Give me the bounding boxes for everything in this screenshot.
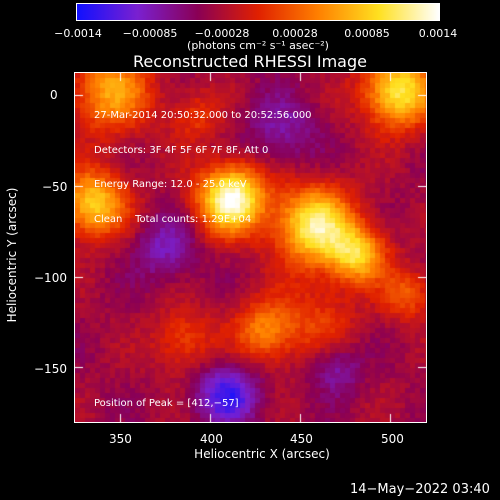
x-tick-label: 450 [290, 432, 313, 446]
chart-title: Reconstructed RHESSI Image [133, 52, 367, 71]
colorbar-tick: 0.0014 [418, 27, 458, 40]
y-tick-label: −100 [34, 271, 67, 285]
peak-position-label: Position of Peak = [412,−57] [94, 398, 239, 409]
annotation-counts: Clean Total counts: 1.29E+04 [94, 213, 252, 225]
colorbar [76, 3, 440, 21]
y-tick-label: 0 [50, 88, 58, 102]
colorbar-tick: −0.0014 [54, 27, 102, 40]
annotation-block: 27-Mar-2014 20:50:32.000 to 20:52:56.000… [94, 87, 312, 237]
timestamp-footer: 14−May−2022 03:40 [350, 482, 490, 497]
annotation-detectors: Detectors: 3F 4F 5F 6F 7F 8F, Att 0 [94, 144, 269, 156]
plot-area [74, 72, 427, 423]
colorbar-tick: 0.00085 [344, 27, 390, 40]
x-tick-label: 500 [381, 432, 404, 446]
annotation-time: 27-Mar-2014 20:50:32.000 to 20:52:56.000 [94, 110, 312, 121]
colorbar-tick: −0.00028 [194, 27, 250, 40]
x-tick-label: 350 [109, 432, 132, 446]
y-tick-label: −50 [42, 180, 68, 194]
y-tick-label: −150 [34, 362, 67, 376]
y-axis-label: Heliocentric Y (arcsec) [5, 187, 19, 323]
x-axis-label: Heliocentric X (arcsec) [194, 447, 330, 461]
annotation-energy: Energy Range: 12.0 - 25.0 keV [94, 179, 247, 190]
colorbar-units: (photons cm⁻² s⁻¹ asec⁻²) [187, 39, 329, 52]
x-tick-label: 400 [200, 432, 223, 446]
colorbar-tick: 0.00028 [272, 27, 318, 40]
heatmap-image [75, 73, 426, 422]
colorbar-tick: −0.00085 [122, 27, 178, 40]
